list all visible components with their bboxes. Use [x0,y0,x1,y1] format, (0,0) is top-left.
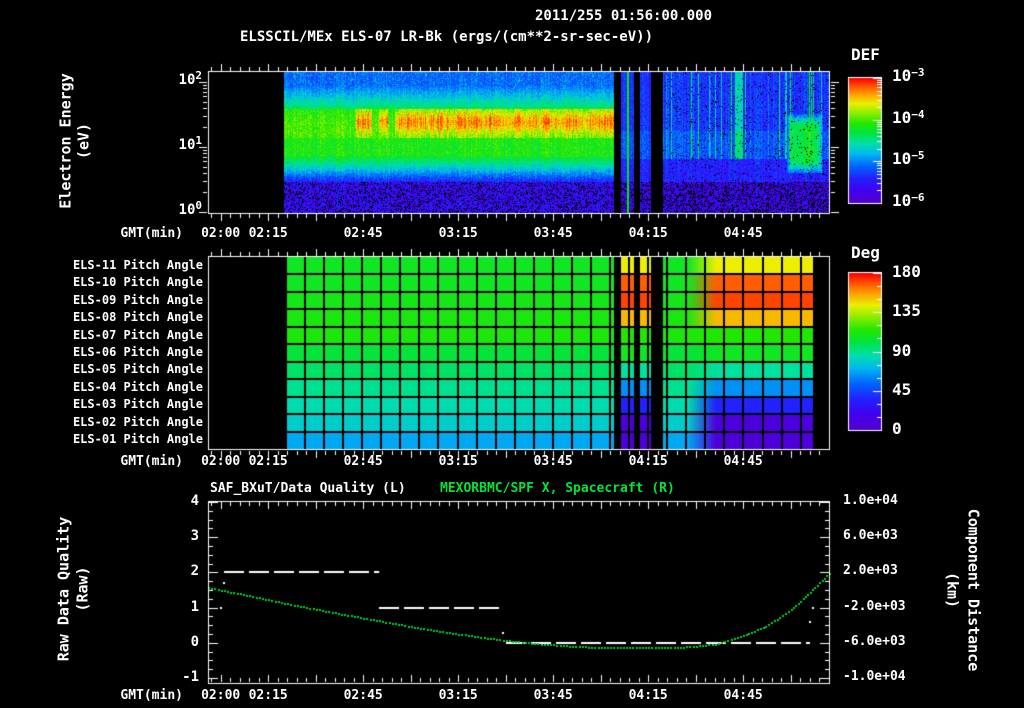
panel1-xtick-02:00: 02:00 [201,226,241,241]
def-colorbar-title: DEF [851,45,880,64]
panel3-ytick-right--2.0e+03: -2.0e+03 [843,598,906,614]
row-label-els-04: ELS-04 Pitch Angle [72,379,203,394]
panel3-ytick-left-0: 0 [190,633,199,650]
panel3-ytick-right-6.0e+03: 6.0e+03 [843,528,898,544]
panel2-xtick-03:45: 03:45 [533,454,573,469]
panel3-xaxis-label: GMT(min) [120,688,183,703]
panel1-xtick-03:45: 03:45 [533,226,573,241]
panel3-ytick-right-2.0e+03: 2.0e+03 [843,563,898,579]
panel1-xtick-03:15: 03:15 [438,226,478,241]
panel1-ytick-10e0: 100 [178,199,202,218]
row-label-els-02: ELS-02 Pitch Angle [72,414,203,429]
panel3-right-ylabel-line2: (km) [943,571,962,609]
panel3-xtick-02:15: 02:15 [248,688,288,703]
deg-colorbar-title: Deg [851,243,880,262]
row-label-els-09: ELS-09 Pitch Angle [72,292,203,307]
panel3-left-ylabel-line1: Raw Data Quality [54,516,73,662]
row-label-els-03: ELS-03 Pitch Angle [72,397,203,412]
panel1-ytick-10e2: 102 [178,69,202,88]
plot-title: ELSSCIL/MEx ELS-07 LR-Bk (ergs/(cm**2-sr… [240,29,654,45]
panel2-xtick-02:15: 02:15 [248,454,288,469]
panel1-xtick-04:15: 04:15 [628,226,668,241]
panel1-xtick-02:15: 02:15 [248,226,288,241]
panel3-xtick-03:15: 03:15 [438,688,478,703]
plot-datetime: 2011/255 01:56:00.000 [535,8,713,24]
panel2-xtick-02:45: 02:45 [343,454,383,469]
panel1-xtick-04:45: 04:45 [723,226,763,241]
panel2-xaxis-label: GMT(min) [120,454,183,469]
panel1-xaxis-label: GMT(min) [120,226,183,241]
panel1-ylabel-line2: (eV) [74,122,93,160]
def-ctick-10e-5: 10−5 [892,149,925,169]
panel3-ytick-right--1.0e+04: -1.0e+04 [843,669,906,684]
row-label-els-08: ELS-08 Pitch Angle [72,310,203,325]
electron-energy-spectrogram-panel [208,71,830,213]
panel1-xtick-02:45: 02:45 [343,226,383,241]
deg-colorbar [848,272,882,430]
row-label-els-07: ELS-07 Pitch Angle [72,327,203,342]
panel3-left-ylabel-line2: (Raw) [73,566,92,612]
panel3-xtick-02:00: 02:00 [201,688,241,703]
quality-distance-panel [208,501,830,683]
def-ctick-10e-4: 10−4 [892,107,925,127]
deg-ctick-135: 135 [892,301,921,321]
panel3-ytick-left-1: 1 [190,598,199,615]
panel1-ytick-10e1: 101 [178,134,202,153]
deg-ctick-90: 90 [892,340,912,360]
row-label-els-11: ELS-11 Pitch Angle [72,257,203,272]
panel3-title-left: SAF_BXuT/Data Quality (L) [210,481,406,496]
panel3-xtick-02:45: 02:45 [343,688,383,703]
panel3-title-right: MEXORBMC/SPF X, Spacecraft (R) [440,481,675,496]
panel2-xtick-03:15: 03:15 [438,454,478,469]
deg-ctick-180: 180 [892,262,921,281]
def-ctick-10e-3: 10−3 [892,66,925,85]
pitch-angle-panel [208,256,830,449]
panel3-xtick-04:45: 04:45 [723,688,763,703]
deg-ctick-45: 45 [892,379,912,399]
def-ctick-10e-6: 10−6 [892,191,925,210]
panel3-ytick-left--1: -1 [182,669,199,685]
row-label-els-06: ELS-06 Pitch Angle [72,345,203,359]
panel3-xtick-04:15: 04:15 [628,688,668,703]
panel1-ylabel-line1: Electron Energy [56,73,75,209]
row-label-els-01: ELS-01 Pitch Angle [72,432,203,447]
row-label-els-10: ELS-10 Pitch Angle [72,275,203,290]
panel3-ytick-left-4: 4 [190,493,199,509]
panel2-xtick-04:45: 04:45 [723,454,763,469]
panel3-ytick-right--6.0e+03: -6.0e+03 [843,633,906,649]
panel3-ytick-left-3: 3 [190,528,199,545]
panel3-xtick-03:45: 03:45 [533,688,573,703]
deg-ctick-0: 0 [892,419,902,438]
panel3-right-ylabel-line1: Component Distance [964,508,983,672]
def-colorbar [848,77,882,203]
panel3-ytick-left-2: 2 [190,563,199,580]
panel2-xtick-02:00: 02:00 [201,454,241,469]
row-label-els-05: ELS-05 Pitch Angle [72,362,203,377]
panel2-xtick-04:15: 04:15 [628,454,668,469]
panel3-ytick-right-1.0e+04: 1.0e+04 [843,493,898,508]
